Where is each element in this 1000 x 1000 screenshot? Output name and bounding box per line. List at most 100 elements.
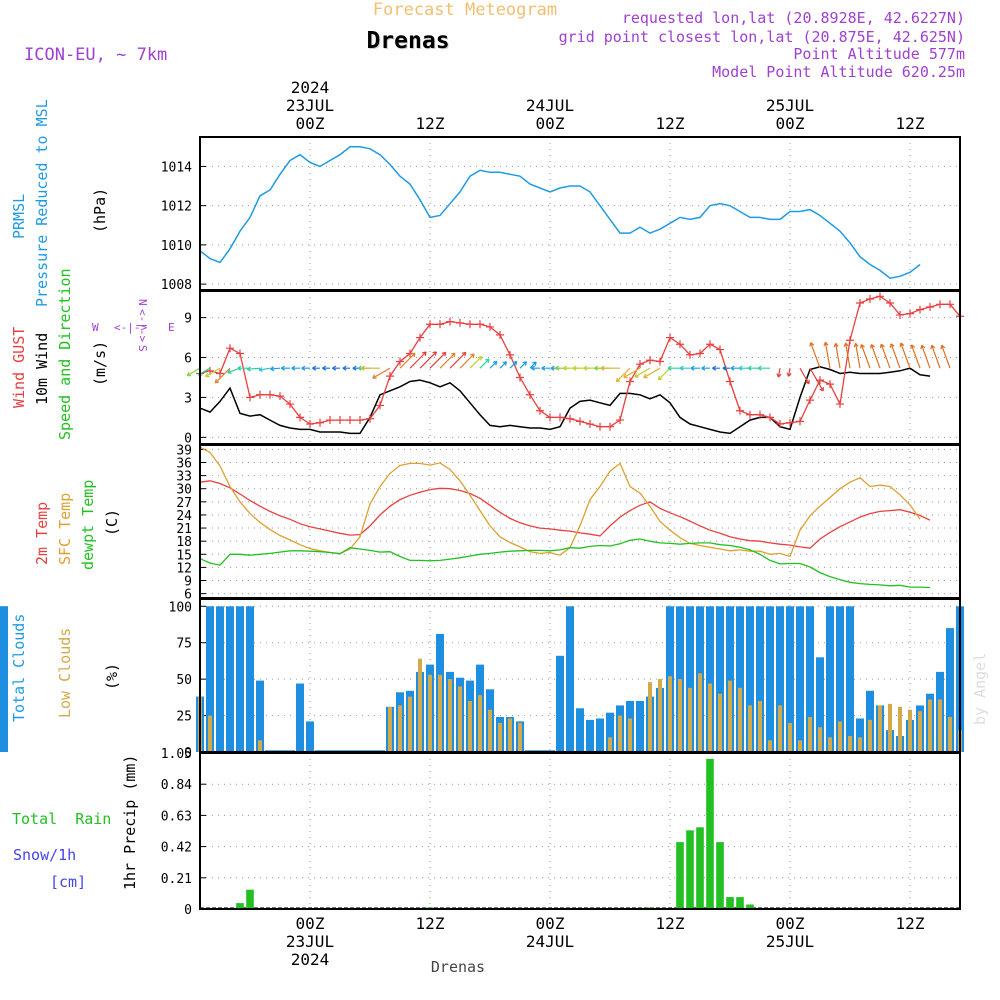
wind-direction-arrow bbox=[469, 356, 483, 369]
wind-direction-arrow bbox=[679, 365, 690, 371]
wind-direction-arrow bbox=[657, 367, 671, 381]
compass-v-arrow: <-|-> bbox=[136, 309, 149, 342]
grid bbox=[200, 291, 960, 444]
time-axis-label: 00Z bbox=[296, 914, 325, 933]
low-cloud-bar bbox=[908, 709, 912, 752]
total-cloud-bar bbox=[556, 655, 564, 752]
watermark: by Angel bbox=[971, 653, 989, 725]
temp-labels: 2m Temp SFC Temp dewpt Temp (C) bbox=[33, 480, 121, 570]
compass-w: W bbox=[92, 321, 99, 334]
grid bbox=[200, 137, 960, 290]
gust-point bbox=[536, 406, 544, 415]
grid-point: grid point closest lon,lat (20.875E, 42.… bbox=[559, 28, 965, 46]
gust-point bbox=[866, 294, 874, 303]
low-cloud-bar bbox=[758, 701, 762, 752]
grid bbox=[200, 752, 960, 910]
gust-point bbox=[306, 420, 314, 429]
speed-dir-label: Speed and Direction bbox=[56, 268, 74, 440]
gust-point bbox=[526, 390, 534, 399]
low-cloud-bar bbox=[398, 705, 402, 752]
y-tick-label: 0 bbox=[184, 746, 192, 761]
wind-direction-arrow bbox=[712, 365, 720, 371]
y-tick-label: 30 bbox=[176, 483, 192, 498]
wind-direction-arrow bbox=[258, 367, 271, 373]
y-tick-label: 15 bbox=[176, 548, 192, 563]
gust-point bbox=[806, 396, 814, 405]
footer-location: Drenas bbox=[431, 958, 485, 976]
y-tick-label: 33 bbox=[176, 470, 192, 485]
gust-point bbox=[436, 320, 444, 329]
requested-point: requested lon,lat (20.8928E, 42.6227N) bbox=[622, 9, 965, 27]
low-cloud-bar bbox=[478, 695, 482, 752]
gust-point bbox=[666, 333, 674, 342]
gust-point bbox=[246, 393, 254, 402]
wind-direction-arrow bbox=[823, 341, 831, 369]
panel-clouds: 0 25 50 75 100 bbox=[0, 598, 964, 761]
wind-direction-arrow bbox=[623, 367, 641, 379]
rain-bar bbox=[746, 904, 754, 909]
gust-point bbox=[836, 400, 844, 409]
compass-h-arrow: <-|-> bbox=[114, 321, 147, 334]
gust-point bbox=[566, 414, 574, 423]
low-cloud-bar bbox=[658, 679, 662, 752]
total-cloud-bar bbox=[946, 628, 954, 752]
total-cloud-bar bbox=[216, 606, 224, 752]
gust-point bbox=[786, 418, 794, 427]
wind-direction-arrow bbox=[489, 360, 498, 369]
gust-point bbox=[366, 414, 374, 423]
gust-point bbox=[846, 336, 854, 345]
wind-direction-arrow bbox=[809, 342, 821, 369]
gust-label: Wind GUST bbox=[10, 327, 28, 408]
wind-direction-arrow bbox=[889, 343, 901, 369]
wind-direction-arrow bbox=[600, 365, 620, 371]
total-cloud-bar bbox=[806, 606, 814, 752]
gust-point bbox=[696, 349, 704, 358]
low-cloud-bar bbox=[418, 658, 422, 752]
wind-direction-arrow bbox=[372, 367, 391, 379]
y-tick-label: 1010 bbox=[161, 239, 192, 254]
total-clouds-label: Total Clouds bbox=[10, 614, 28, 722]
low-cloud-bar bbox=[778, 705, 782, 752]
gust-point bbox=[636, 360, 644, 369]
wind-direction-arrow bbox=[634, 367, 651, 378]
gust-point bbox=[726, 377, 734, 386]
pressure-line bbox=[199, 146, 921, 280]
total-cloud-bar bbox=[706, 606, 714, 752]
panel-frame bbox=[199, 444, 961, 599]
tsfc-label: SFC Temp bbox=[56, 493, 74, 565]
gust-point bbox=[896, 310, 904, 319]
wind-direction-arrow bbox=[312, 365, 320, 371]
gust-point bbox=[736, 406, 744, 415]
gust-point bbox=[676, 340, 684, 349]
y-tick-label: 1012 bbox=[161, 200, 192, 215]
low-cloud-bar bbox=[488, 709, 492, 752]
low-cloud-bar bbox=[788, 722, 792, 752]
temp-unit: (C) bbox=[103, 509, 121, 536]
rain-bar bbox=[246, 889, 254, 909]
gust-point bbox=[426, 320, 434, 329]
rain-bar bbox=[716, 842, 724, 909]
y-tick-label: 36 bbox=[176, 456, 192, 471]
low-cloud-bar bbox=[648, 682, 652, 752]
gust-point bbox=[296, 413, 304, 422]
dewpt-label: dewpt Temp bbox=[79, 480, 97, 570]
gust-point bbox=[276, 392, 284, 401]
time-axis-label: 25JUL bbox=[766, 932, 814, 951]
low-cloud-bar bbox=[848, 736, 852, 752]
low-cloud-bar bbox=[828, 737, 832, 752]
total-cloud-bar bbox=[726, 606, 734, 752]
gust-point bbox=[236, 349, 244, 358]
wind-direction-arrow bbox=[690, 365, 700, 371]
gust-point bbox=[396, 357, 404, 366]
gust-point bbox=[876, 292, 884, 301]
low-cloud-bar bbox=[258, 740, 262, 752]
low-cloud-bar bbox=[698, 673, 702, 752]
rain-bar bbox=[236, 903, 244, 909]
wind-direction-arrow bbox=[439, 352, 456, 369]
low-cloud-bar bbox=[798, 740, 802, 752]
gust-point bbox=[376, 401, 384, 410]
panel-wind: 0 3 6 9 bbox=[184, 290, 964, 446]
gust-point bbox=[606, 422, 614, 431]
time-axis-label: 00Z bbox=[536, 114, 565, 133]
total-cloud-bar bbox=[246, 606, 254, 752]
